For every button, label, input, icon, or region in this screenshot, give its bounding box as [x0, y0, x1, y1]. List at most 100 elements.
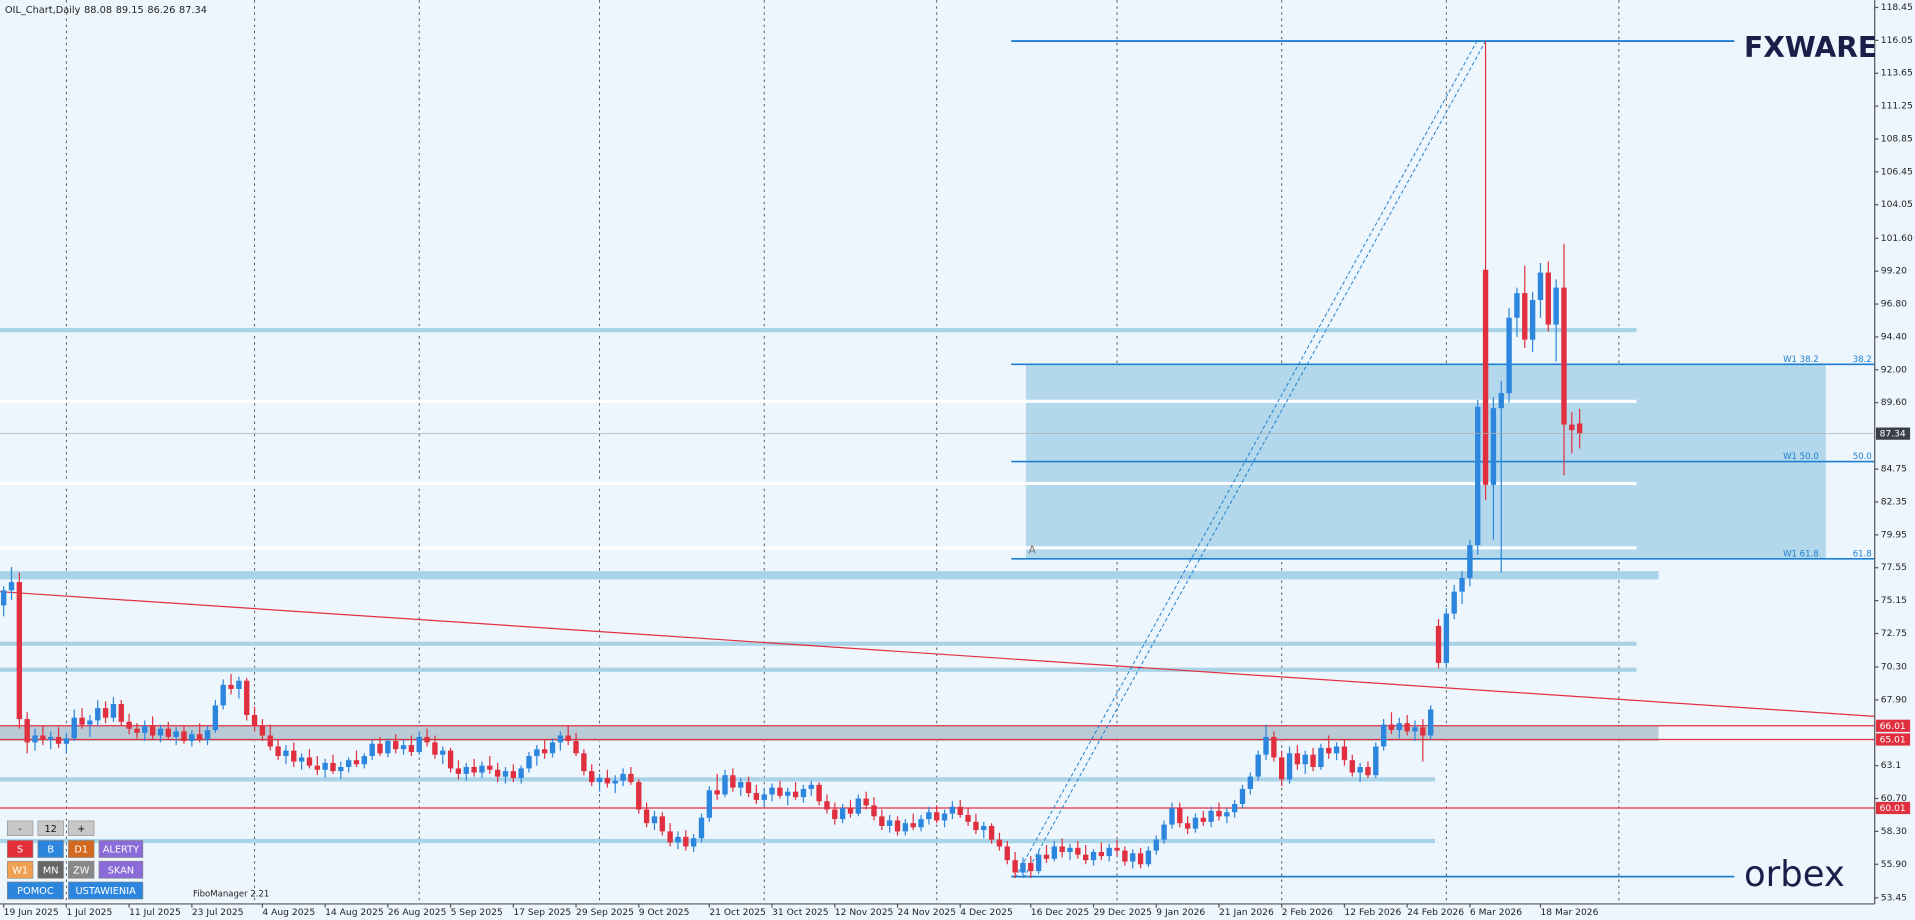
candle-body	[1169, 808, 1175, 825]
candle-body	[1263, 736, 1269, 755]
button[interactable]: USTAWIENIA	[68, 881, 144, 900]
candle-body	[32, 735, 38, 743]
candle-body	[683, 836, 689, 847]
candle-body	[698, 817, 705, 839]
button-face	[7, 881, 64, 900]
y-tick-label: 116.05	[1881, 36, 1913, 46]
candle-body	[196, 734, 203, 740]
candle-body	[738, 782, 744, 788]
button[interactable]: D1	[68, 840, 95, 858]
candle-body	[1475, 406, 1481, 546]
candle-body	[400, 745, 407, 750]
y-tick-label: 118.45	[1881, 3, 1913, 13]
candle-body	[1522, 293, 1528, 340]
candle-body	[1028, 862, 1034, 872]
current-price-label: 87.34	[1880, 430, 1906, 440]
zone	[0, 725, 1659, 742]
x-tick-label: 16 Dec 2025	[1031, 908, 1090, 918]
candle-body	[988, 825, 995, 840]
candle-body	[1443, 613, 1450, 663]
x-tick-label: 14 Aug 2025	[325, 908, 384, 918]
candle-body	[526, 756, 532, 769]
candle-body	[353, 760, 360, 765]
y-tick-label: 75.15	[1881, 596, 1907, 606]
candle-body	[322, 762, 328, 770]
candle-body	[1467, 545, 1473, 579]
candle-body	[863, 798, 869, 806]
candle-body	[706, 790, 713, 818]
candle-body	[189, 734, 195, 742]
candle-body	[48, 736, 54, 740]
candle-body	[1130, 853, 1136, 862]
y-tick-label: 111.25	[1881, 102, 1913, 112]
x-tick-label: 21 Oct 2025	[709, 908, 766, 918]
candle-body	[1490, 408, 1497, 485]
candle-body	[1545, 272, 1551, 325]
x-tick-label: 17 Sep 2025	[513, 908, 571, 918]
candle-body	[1247, 776, 1254, 789]
x-tick-label: 9 Oct 2025	[639, 908, 690, 918]
candle-body	[604, 777, 611, 784]
button[interactable]: ZW	[68, 860, 95, 879]
red-level-tag	[1875, 719, 1911, 732]
candle-body	[314, 765, 320, 770]
candle-body	[1404, 723, 1410, 732]
x-tick-label: 11 Jul 2025	[129, 908, 181, 918]
candle-body	[361, 756, 368, 765]
candle-body	[1200, 817, 1206, 822]
header: OIL_Chart,Daily 88.08 89.15 86.26 87.34	[5, 5, 207, 16]
button-face	[7, 820, 34, 836]
red-level-label: 65.01	[1880, 736, 1906, 746]
button[interactable]: SKAN	[98, 860, 144, 879]
candle-body	[949, 806, 956, 814]
header-title: OIL_Chart,Daily	[5, 5, 81, 16]
candle-body	[1380, 724, 1387, 747]
button-face	[7, 840, 34, 858]
header-ohlc: 88.08	[84, 5, 112, 16]
candle-body	[118, 704, 124, 722]
candle-body	[1184, 823, 1191, 829]
button[interactable]: POMOC	[7, 881, 64, 900]
candle-body	[651, 816, 658, 824]
button[interactable]: +	[68, 820, 95, 836]
candle-body	[244, 680, 250, 715]
candle-body	[283, 750, 289, 757]
button[interactable]: B	[37, 840, 64, 858]
candle-body	[1161, 824, 1167, 840]
candle-body	[1506, 317, 1512, 394]
candle-body	[1514, 293, 1520, 318]
x-tick-label: 4 Dec 2025	[960, 908, 1013, 918]
candle-body	[871, 805, 877, 817]
x-tick-label: 1 Jul 2025	[66, 908, 112, 918]
candle-body	[722, 775, 728, 795]
x-tick-label: 2 Feb 2026	[1282, 908, 1333, 918]
candle-body	[1333, 746, 1340, 754]
candle-body	[1177, 808, 1183, 824]
red-level-tag	[1875, 801, 1911, 815]
candle-body	[934, 812, 940, 821]
x-tick-label: 23 Jul 2025	[192, 908, 244, 918]
candle-body	[432, 742, 438, 755]
button-label: MN	[43, 865, 59, 876]
candle-body	[102, 708, 109, 718]
button[interactable]: W1	[7, 860, 34, 879]
button[interactable]: -	[7, 820, 34, 836]
x-tick-label: 29 Dec 2025	[1094, 908, 1153, 918]
candle-body	[267, 735, 273, 747]
button[interactable]: MN	[37, 860, 64, 879]
candle-body	[63, 738, 70, 744]
button-face	[98, 840, 144, 858]
candle-body	[1553, 287, 1559, 325]
candle-body	[800, 788, 807, 798]
button[interactable]: ALERTY	[98, 840, 144, 858]
fibo-channel	[1023, 40, 1486, 879]
button[interactable]: S	[7, 840, 34, 858]
button[interactable]: 12	[37, 820, 64, 836]
candle-body	[0, 590, 7, 606]
candle-body	[1310, 754, 1316, 768]
y-tick-label: 82.35	[1881, 497, 1907, 507]
brand-top: FXWARE	[1744, 31, 1877, 64]
candle-body	[1396, 723, 1403, 731]
candle-body	[1090, 851, 1097, 861]
